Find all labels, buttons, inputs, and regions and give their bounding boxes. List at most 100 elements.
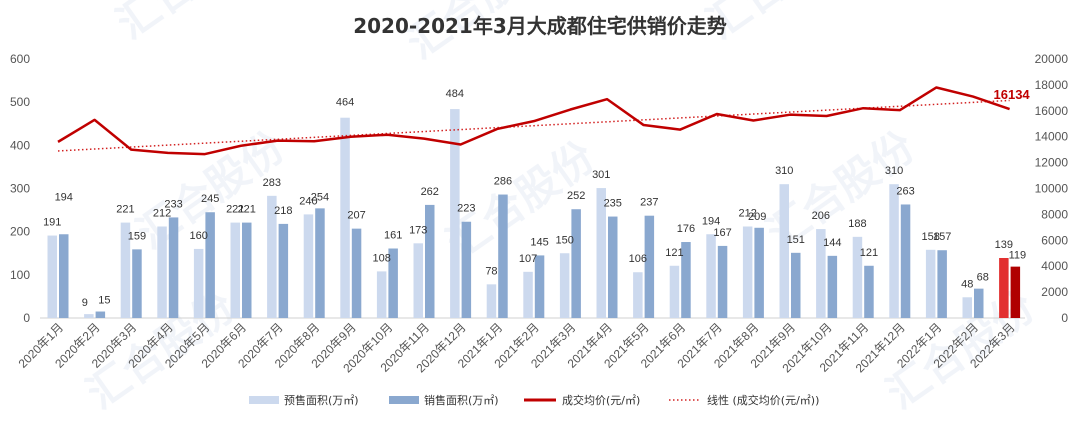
left-axis-tick-label: 400 <box>10 138 30 152</box>
bar-sales <box>425 204 435 318</box>
bar-label-presale: 212 <box>738 207 756 219</box>
bar-label-presale: 283 <box>263 177 281 189</box>
bar-presale <box>450 109 460 318</box>
bar-presale <box>120 222 131 318</box>
bar-label-sales: 286 <box>494 176 512 188</box>
right-axis-tick-label: 20000 <box>1035 52 1069 66</box>
bar-label-presale: 158 <box>921 231 939 243</box>
bar-label-presale: 464 <box>336 97 354 109</box>
bars-layer <box>47 109 1021 318</box>
bar-presale <box>267 195 277 318</box>
right-axis-tick-label: 10000 <box>1035 182 1069 196</box>
bar-sales <box>900 204 911 318</box>
bar-presale <box>376 271 387 318</box>
bar-label-sales: 167 <box>713 227 731 239</box>
bar-sales <box>205 212 215 318</box>
bar-presale <box>816 229 826 318</box>
bar-presale <box>779 184 789 318</box>
bar-label-sales: 144 <box>823 237 841 249</box>
bar-sales <box>278 223 289 318</box>
legend-swatch-presale <box>249 396 279 404</box>
bar-label-sales: 254 <box>311 191 329 203</box>
trend-line <box>57 99 1010 152</box>
bar-sales <box>351 228 362 318</box>
lines-layer <box>57 86 1011 156</box>
bar-label-sales: 161 <box>384 230 402 242</box>
bar-label-presale: 310 <box>775 165 793 177</box>
bar-label-presale: 9 <box>82 297 88 309</box>
bar-label-sales: 262 <box>421 186 439 198</box>
bar-label-sales: 221 <box>238 204 256 216</box>
legend-swatch-sales <box>389 396 419 404</box>
left-axis-tick-label: 500 <box>10 95 30 109</box>
bar-label-sales: 157 <box>933 231 951 243</box>
bar-sales <box>644 215 655 318</box>
bar-sales <box>315 208 325 318</box>
bar-label-sales: 15 <box>98 295 110 307</box>
bar-presale <box>925 249 936 318</box>
bar-label-presale: 194 <box>702 215 720 227</box>
bar-label-presale: 310 <box>885 165 903 177</box>
bar-presale <box>596 188 606 318</box>
bar-sales <box>717 245 728 318</box>
bar-sales <box>498 194 508 318</box>
right-axis-tick-label: 16000 <box>1035 104 1069 118</box>
bar-sales <box>608 216 618 318</box>
bar-presale <box>633 272 643 318</box>
bar-presale <box>303 214 314 318</box>
bar-sales <box>168 217 179 318</box>
bar-sales <box>59 234 69 318</box>
bar-sales <box>937 250 947 318</box>
right-y-axis: 0 2000 4000 6000 8000 10000 12000 14000 16000 180… <box>1035 52 1069 325</box>
right-axis-tick-label: 4000 <box>1041 259 1068 273</box>
bar-presale <box>889 184 899 318</box>
bar-presale <box>193 248 204 318</box>
bar-label-presale: 240 <box>299 195 317 207</box>
bar-label-sales: 68 <box>977 272 989 284</box>
bar-label-sales: 235 <box>604 198 622 210</box>
chart-title: 2020-2021年3月大成都住宅供销价走势 <box>353 14 727 38</box>
bar-presale <box>852 236 863 318</box>
right-axis-tick-label: 18000 <box>1035 78 1069 92</box>
bar-label-presale: 108 <box>372 252 390 264</box>
bar-presale <box>84 314 94 318</box>
bar-sales <box>461 221 472 318</box>
right-axis-tick-label: 6000 <box>1041 233 1068 247</box>
left-axis-tick-label: 0 <box>23 311 30 325</box>
bar-label-presale: 191 <box>43 217 61 229</box>
bar-label-sales: 176 <box>677 223 695 235</box>
legend: 预售面积(万㎡) 销售面积(万㎡) 成交均价(元/㎡) 线性 (成交均价(元/㎡… <box>249 393 819 407</box>
bar-sales <box>974 288 984 318</box>
right-axis-tick-label: 0 <box>1061 311 1068 325</box>
bar-sales <box>791 252 801 318</box>
left-axis-tick-label: 100 <box>10 268 30 282</box>
bar-label-presale: 106 <box>629 253 647 265</box>
left-axis-tick-label: 600 <box>10 52 30 66</box>
bar-sales <box>132 249 142 318</box>
watermark-text: 汇合股份 <box>108 0 274 48</box>
bar-label-presale: 160 <box>189 230 207 242</box>
bar-sales <box>571 209 581 318</box>
bar-presale <box>340 117 350 318</box>
bar-label-sales: 252 <box>567 190 585 202</box>
latest-price-label: 16134 <box>994 87 1031 102</box>
bar-label-sales: 145 <box>530 236 548 248</box>
bar-presale <box>962 297 972 318</box>
bar-label-sales: 237 <box>640 197 658 209</box>
bar-presale <box>47 235 57 318</box>
bar-sales <box>827 255 838 318</box>
bar-label-sales: 218 <box>274 205 292 217</box>
bar-sales <box>681 242 691 318</box>
bar-presale <box>157 226 167 318</box>
right-axis-tick-label: 14000 <box>1035 130 1069 144</box>
bar-sales <box>1010 266 1021 318</box>
bar-label-presale: 221 <box>226 204 244 216</box>
bar-label-presale: 150 <box>555 234 573 246</box>
bar-label-presale: 121 <box>665 247 683 259</box>
bar-sales <box>242 222 252 318</box>
legend-label-price: 成交均价(元/㎡) <box>562 393 640 407</box>
bar-label-presale: 78 <box>485 265 497 277</box>
bar-label-sales: 159 <box>128 230 146 242</box>
bar-label-sales: 263 <box>896 185 914 197</box>
legend-label-sales: 销售面积(万㎡) <box>424 393 499 407</box>
